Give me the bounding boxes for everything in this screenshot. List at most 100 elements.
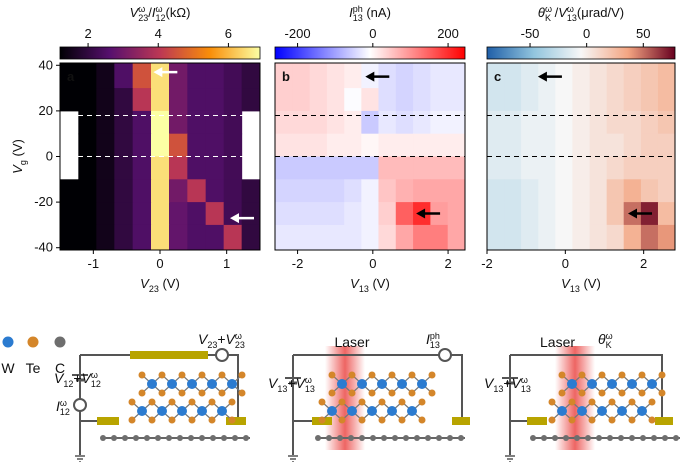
text-part: V: [54, 370, 65, 386]
heatmap-cell: [223, 88, 243, 112]
heatmap-cell: [114, 133, 134, 157]
colorbar-tick-label: 0: [583, 26, 590, 41]
heatmap-cell: [187, 224, 207, 251]
heatmap-cell: [657, 202, 676, 226]
w-atom: [377, 379, 387, 389]
heatmap-cell: [151, 133, 170, 157]
heatmap-cell: [151, 224, 170, 251]
heatmap-cell: [504, 179, 522, 203]
heatmap-cell: [78, 156, 97, 180]
legend-label: C: [55, 360, 65, 376]
heatmap-cell: [326, 110, 345, 135]
heatmap-cell: [378, 133, 397, 157]
c-atom: [210, 435, 216, 441]
text-part: 23: [207, 340, 217, 350]
panel-label: c: [494, 69, 501, 84]
c-atom: [552, 435, 558, 441]
text-part: 13: [570, 284, 580, 294]
heatmap-cell: [292, 110, 311, 135]
heatmap-cell: [96, 202, 115, 226]
heatmap-cell: [504, 202, 522, 226]
heatmap-cell: [640, 179, 659, 203]
c-atom: [673, 435, 679, 441]
text-part: I: [56, 398, 60, 414]
heatmap-cell: [275, 133, 293, 157]
te-atom: [408, 371, 416, 379]
heatmap-cell: [487, 179, 505, 203]
source-label: V12+Vω 12: [54, 370, 101, 389]
heatmap-cell: [361, 88, 379, 112]
heatmap-cell: [521, 63, 539, 89]
heatmap-cell: [504, 88, 522, 112]
text-part: K: [606, 340, 612, 350]
heatmap-cell: [555, 179, 573, 203]
te-atom: [148, 398, 156, 406]
heatmap-cell: [60, 88, 79, 112]
text-part: I: [426, 331, 430, 347]
heatmap-cell: [395, 88, 414, 112]
heatmap-cell: [60, 224, 79, 251]
y-tick-label: 20: [39, 103, 53, 118]
heatmap-cell: [447, 202, 466, 226]
heatmap-cell: [657, 156, 676, 180]
text-part: V: [268, 375, 279, 391]
c-atom: [607, 435, 613, 441]
legend-label: Te: [26, 360, 41, 376]
heatmap-cell: [487, 133, 505, 157]
heatmap-cell: [447, 88, 466, 112]
colorbar-tick-label: 4: [155, 26, 162, 41]
heatmap-cell: [623, 179, 642, 203]
te-atom: [628, 416, 636, 424]
text-part: 23: [149, 284, 159, 294]
text-part: ω: [60, 398, 67, 408]
contact-pad: [97, 417, 119, 425]
te-atom: [188, 416, 196, 424]
heatmap-cell: [413, 179, 431, 203]
heatmap-cell: [78, 202, 97, 226]
heatmap-cell: [413, 224, 431, 251]
heatmap-cell: [169, 179, 188, 203]
c-atom: [458, 435, 464, 441]
heatmap-cell: [430, 224, 449, 251]
heatmap-cell: [521, 179, 539, 203]
colorbar: [486, 46, 676, 60]
heatmap-cell: [555, 133, 573, 157]
heatmap-cell: [132, 224, 152, 251]
text-part: ω: [305, 375, 312, 385]
w-atom: [397, 379, 407, 389]
text-part: θ: [598, 331, 606, 347]
laser-label: Laser: [334, 334, 369, 350]
heatmap-cell: [326, 179, 345, 203]
heatmap-cell: [78, 110, 97, 135]
heatmap-cell: [187, 156, 207, 180]
heatmap-cell: [241, 88, 261, 112]
heatmap-cell: [487, 202, 505, 226]
heatmap-cell: [378, 224, 397, 251]
heatmap-cell: [326, 224, 345, 251]
heatmap-cell: [223, 179, 243, 203]
c-atom: [585, 435, 591, 441]
text-part: +: [287, 375, 295, 391]
c-atom: [326, 435, 332, 441]
text-part: V: [82, 370, 93, 386]
heatmap-cell: [640, 224, 659, 251]
heatmap-cell: [623, 156, 642, 180]
arrow-head: [628, 208, 637, 219]
y-axis-label: Vg (V): [10, 139, 28, 174]
heatmap-cell: [132, 202, 152, 226]
heatmap-cell: [538, 110, 556, 135]
te-atom: [628, 398, 636, 406]
heatmap-cell: [275, 156, 293, 180]
te-atom: [218, 389, 226, 397]
text-part: (μrad/V): [577, 5, 624, 20]
heatmap-cell: [657, 110, 676, 135]
heatmap-cell: [640, 133, 659, 157]
c-atom: [337, 435, 343, 441]
heatmap-cell: [132, 88, 152, 112]
heatmap-cell: [538, 88, 556, 112]
heatmap-cell: [572, 202, 591, 226]
contact-pad: [527, 417, 547, 425]
y-tick-label: 0: [46, 149, 53, 164]
heatmap-cell: [447, 133, 466, 157]
